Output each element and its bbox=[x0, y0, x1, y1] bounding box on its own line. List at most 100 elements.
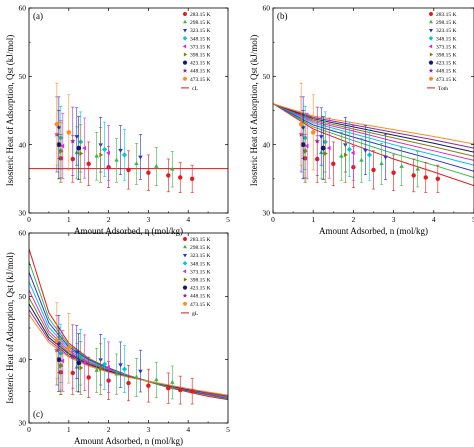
legend-label: 448.15 K bbox=[190, 294, 211, 300]
data-point bbox=[154, 377, 159, 382]
legend-label: 473.15 K bbox=[190, 77, 211, 83]
data-point bbox=[74, 135, 80, 140]
legend-label: 398.15 K bbox=[436, 53, 457, 59]
data-point bbox=[399, 163, 404, 168]
data-point bbox=[178, 387, 183, 393]
data-point bbox=[379, 161, 384, 166]
model-curve bbox=[273, 103, 474, 149]
data-point bbox=[126, 380, 131, 386]
experimental-points bbox=[54, 82, 195, 193]
data-point bbox=[66, 129, 72, 135]
x-tick-label: 4 bbox=[432, 215, 436, 224]
legend-label: 348.15 K bbox=[190, 261, 211, 267]
data-point bbox=[114, 157, 119, 162]
data-point bbox=[121, 152, 128, 158]
x-tick-label: 5 bbox=[472, 215, 474, 224]
legend-label: 448.15 K bbox=[190, 69, 211, 75]
data-point bbox=[60, 358, 65, 364]
data-point bbox=[86, 375, 91, 380]
data-point bbox=[59, 363, 64, 369]
legend-label: 473.15 K bbox=[190, 302, 211, 308]
data-point bbox=[423, 175, 428, 180]
data-point bbox=[79, 151, 84, 156]
x-tick-label: 2 bbox=[107, 215, 111, 224]
panel-c: 0 1 2 3 4 5 30 40 50 60 (c) Amount Adsorbed, n (mol… bbox=[5, 229, 230, 446]
data-point bbox=[126, 167, 131, 173]
x-tick-label: 0 bbox=[271, 215, 275, 224]
y-tick-label: 50 bbox=[19, 292, 27, 301]
data-point bbox=[59, 149, 64, 154]
axis-ticks: 0 1 2 3 4 5 30 40 50 60 bbox=[19, 229, 231, 434]
legend-label: 423.15 K bbox=[190, 286, 211, 292]
data-point bbox=[76, 360, 82, 366]
data-point bbox=[359, 157, 364, 162]
data-point bbox=[314, 138, 320, 144]
legend-marker bbox=[429, 29, 433, 33]
x-tick-label: 2 bbox=[352, 215, 356, 224]
x-tick-label: 5 bbox=[226, 425, 230, 434]
model-curve bbox=[273, 103, 474, 145]
model-curve bbox=[273, 103, 474, 161]
data-point bbox=[415, 166, 420, 171]
x-tick-label: 5 bbox=[226, 215, 230, 224]
data-point bbox=[339, 153, 344, 158]
x-tick-label: 1 bbox=[67, 215, 71, 224]
data-point bbox=[346, 146, 352, 153]
y-tick-label: 40 bbox=[19, 355, 27, 364]
data-point bbox=[99, 152, 104, 158]
legend-label: 373.15 K bbox=[190, 44, 211, 50]
panel-label: (a) bbox=[33, 11, 43, 21]
model-curve bbox=[273, 103, 474, 166]
data-point bbox=[363, 148, 368, 153]
data-point bbox=[189, 176, 195, 182]
axis-ticks: 0 1 2 3 4 5 30 40 50 60 bbox=[19, 4, 231, 224]
data-point bbox=[166, 385, 171, 391]
data-point bbox=[323, 151, 328, 156]
data-point bbox=[304, 143, 309, 149]
legend-label: 283.15 K bbox=[436, 12, 457, 18]
legend: 283.15 K 298.15 K 323.15 K 348.15 K 373.15 K… bbox=[427, 12, 457, 92]
data-point bbox=[134, 374, 139, 379]
x-tick-label: 0 bbox=[27, 425, 31, 434]
data-point bbox=[70, 353, 76, 359]
data-point bbox=[56, 142, 62, 147]
legend-marker bbox=[429, 19, 433, 24]
y-axis-title: Isosteric Heat of Adsorption, Qst (kJ/mo… bbox=[5, 35, 15, 186]
data-point bbox=[99, 366, 104, 372]
legend-marker bbox=[429, 12, 433, 16]
data-point bbox=[138, 369, 143, 374]
data-point bbox=[114, 371, 119, 376]
data-point bbox=[134, 161, 139, 166]
data-point bbox=[70, 138, 76, 144]
data-point bbox=[54, 338, 60, 343]
panel-a: 0 1 2 3 4 5 30 40 50 60 (a) Amount Adsorbed, n (mol… bbox=[5, 4, 230, 236]
legend-label: 298.15 K bbox=[190, 245, 211, 251]
legend-label: 283.15 K bbox=[190, 237, 211, 243]
x-tick-label: 3 bbox=[147, 425, 151, 434]
legend: 283.15 K 298.15 K 323.15 K 348.15 K 373.15 K… bbox=[181, 12, 211, 92]
model-curves bbox=[273, 103, 474, 187]
x-tick-label: 3 bbox=[392, 215, 396, 224]
data-point bbox=[178, 175, 183, 180]
legend-marker bbox=[428, 44, 433, 49]
data-point bbox=[300, 142, 306, 147]
legend-marker bbox=[183, 52, 188, 57]
x-tick-label: 4 bbox=[186, 215, 190, 224]
legend-marker bbox=[183, 237, 187, 241]
data-point bbox=[102, 146, 108, 153]
data-point bbox=[303, 149, 308, 154]
legend-marker bbox=[183, 254, 187, 258]
legend-label: 423.15 K bbox=[436, 61, 457, 67]
data-point bbox=[106, 150, 110, 156]
legend-marker bbox=[182, 293, 188, 298]
legend-marker bbox=[182, 60, 188, 65]
legend-label: 348.15 K bbox=[436, 36, 457, 42]
axis-ticks: 0 1 2 3 4 5 30 40 50 60 bbox=[263, 4, 474, 224]
legend-marker bbox=[182, 269, 187, 274]
data-point bbox=[66, 345, 72, 351]
legend-marker bbox=[183, 244, 187, 249]
legend-label: Toth bbox=[438, 86, 448, 92]
data-point bbox=[118, 148, 123, 153]
panel-b: 0 1 2 3 4 5 30 40 50 60 (b) Amount Adsorbed, n (mol… bbox=[249, 4, 474, 236]
